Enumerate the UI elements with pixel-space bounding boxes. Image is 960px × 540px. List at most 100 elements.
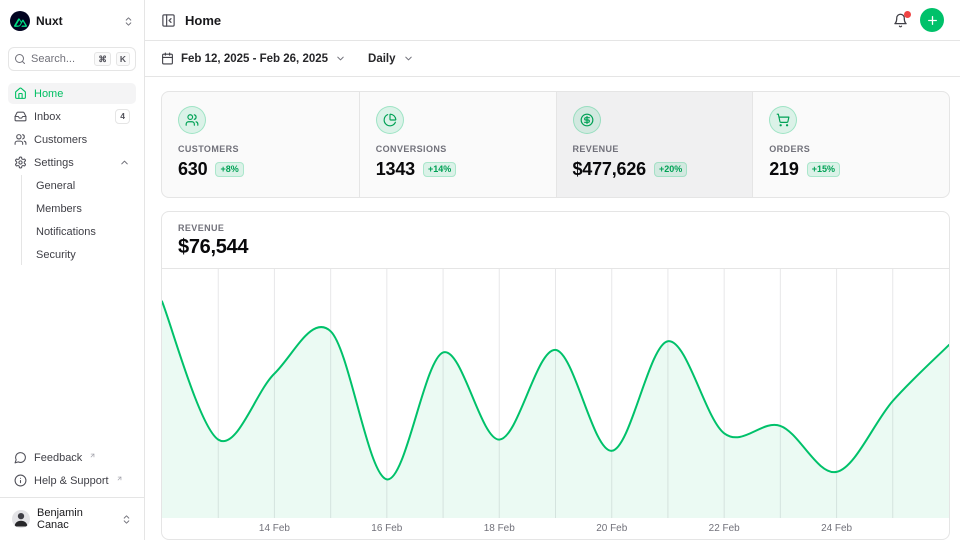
calendar-icon bbox=[161, 52, 174, 65]
nuxt-logo bbox=[10, 11, 30, 31]
home-icon bbox=[14, 87, 27, 100]
inbox-icon bbox=[14, 110, 27, 123]
stat-label: REVENUE bbox=[573, 144, 737, 154]
workspace-switcher[interactable]: Nuxt bbox=[8, 8, 136, 34]
stat-card-customers[interactable]: CUSTOMERS 630 +8% bbox=[162, 92, 359, 197]
notification-dot bbox=[904, 11, 911, 18]
collapse-sidebar-button[interactable] bbox=[161, 13, 176, 28]
footer-link-label: Help & Support bbox=[34, 475, 109, 487]
sidebar-item-home[interactable]: Home bbox=[8, 83, 136, 104]
divider bbox=[0, 497, 144, 498]
dollar-circle-icon bbox=[580, 113, 594, 127]
workspace-name: Nuxt bbox=[36, 14, 63, 28]
sidebar-item-label: Settings bbox=[34, 157, 74, 169]
sidebar-subitem-label: Security bbox=[36, 249, 76, 261]
svg-text:20 Feb: 20 Feb bbox=[596, 523, 627, 534]
chevrons-up-down-icon bbox=[123, 16, 134, 27]
date-range-label: Feb 12, 2025 - Feb 26, 2025 bbox=[181, 53, 328, 65]
users-icon bbox=[14, 133, 27, 146]
stat-value: 630 bbox=[178, 159, 207, 180]
stat-delta-badge: +14% bbox=[423, 162, 456, 177]
message-circle-icon bbox=[14, 451, 27, 464]
search-input-wrapper[interactable]: ⌘ K bbox=[8, 47, 136, 71]
stat-delta-badge: +15% bbox=[807, 162, 840, 177]
topbar: Home bbox=[145, 0, 960, 41]
svg-text:16 Feb: 16 Feb bbox=[371, 523, 402, 534]
chart-header: REVENUE $76,544 bbox=[162, 212, 949, 269]
sidebar-footer-links: Feedback Help & Support bbox=[8, 447, 136, 491]
stat-icon-circle bbox=[769, 106, 797, 134]
content: CUSTOMERS 630 +8% CONVERSIONS 1343 +14% REVENU… bbox=[145, 77, 960, 540]
chart-x-axis-labels: 14 Feb16 Feb18 Feb20 Feb22 Feb24 Feb bbox=[259, 523, 853, 534]
chevron-down-icon bbox=[403, 53, 414, 64]
revenue-chart[interactable]: 14 Feb16 Feb18 Feb20 Feb22 Feb24 Feb bbox=[162, 269, 949, 539]
revenue-chart-card: REVENUE $76,544 14 Feb16 Feb18 Feb20 Feb… bbox=[161, 211, 950, 540]
sidebar-subitem-members[interactable]: Members bbox=[27, 198, 136, 219]
gear-icon bbox=[14, 156, 27, 169]
page-title: Home bbox=[185, 13, 221, 28]
stat-label: CUSTOMERS bbox=[178, 144, 343, 154]
stat-card-orders[interactable]: ORDERS 219 +15% bbox=[752, 92, 949, 197]
sidebar-subitem-general[interactable]: General bbox=[27, 175, 136, 196]
main-panel: Home Feb 12, 2025 - Feb 26, 2025 Daily bbox=[145, 0, 960, 540]
stat-value: 219 bbox=[769, 159, 798, 180]
search-icon bbox=[14, 53, 26, 65]
chevrons-up-down-icon bbox=[121, 514, 132, 525]
user-menu[interactable]: Benjamin Canac bbox=[8, 504, 136, 534]
footer-link-label: Feedback bbox=[34, 452, 82, 464]
user-name: Benjamin Canac bbox=[37, 507, 114, 531]
sidebar-item-customers[interactable]: Customers bbox=[8, 129, 136, 150]
stat-icon-circle bbox=[573, 106, 601, 134]
footer-link-feedback[interactable]: Feedback bbox=[8, 447, 136, 468]
sidebar-nav: Home Inbox 4 Customers Settings General Member… bbox=[8, 83, 136, 267]
stat-value: 1343 bbox=[376, 159, 415, 180]
sidebar-footer: Feedback Help & Support Benjamin Canac bbox=[8, 447, 136, 534]
info-icon bbox=[14, 474, 27, 487]
arrow-up-right-icon bbox=[116, 475, 123, 482]
stat-delta-badge: +8% bbox=[215, 162, 243, 177]
svg-text:24 Feb: 24 Feb bbox=[821, 523, 852, 534]
revenue-area-chart-svg: 14 Feb16 Feb18 Feb20 Feb22 Feb24 Feb bbox=[162, 269, 949, 539]
stat-icon-circle bbox=[376, 106, 404, 134]
sidebar-subitem-label: General bbox=[36, 180, 75, 192]
stats-row: CUSTOMERS 630 +8% CONVERSIONS 1343 +14% REVENU… bbox=[161, 91, 950, 198]
sidebar-subitem-label: Members bbox=[36, 203, 82, 215]
inbox-count-badge: 4 bbox=[115, 109, 130, 124]
users-icon bbox=[185, 113, 199, 127]
stat-label: CONVERSIONS bbox=[376, 144, 540, 154]
sidebar-subitem-label: Notifications bbox=[36, 226, 96, 238]
date-range-picker[interactable]: Feb 12, 2025 - Feb 26, 2025 bbox=[161, 52, 346, 65]
footer-link-help-support[interactable]: Help & Support bbox=[8, 470, 136, 491]
period-label: Daily bbox=[368, 53, 396, 65]
chevron-up-icon bbox=[119, 157, 130, 168]
sidebar-item-label: Home bbox=[34, 88, 63, 100]
add-button[interactable] bbox=[920, 8, 944, 32]
stat-label: ORDERS bbox=[769, 144, 933, 154]
notifications-button[interactable] bbox=[893, 13, 908, 28]
sidebar-item-inbox[interactable]: Inbox 4 bbox=[8, 106, 136, 127]
stat-card-revenue[interactable]: REVENUE $477,626 +20% bbox=[556, 92, 753, 197]
cart-icon bbox=[776, 113, 790, 127]
settings-children: General Members Notifications Security bbox=[21, 175, 136, 265]
sidebar-item-settings[interactable]: Settings bbox=[8, 152, 136, 173]
filter-toolbar: Feb 12, 2025 - Feb 26, 2025 Daily bbox=[145, 41, 960, 77]
sidebar-item-label: Inbox bbox=[34, 111, 61, 123]
svg-text:18 Feb: 18 Feb bbox=[484, 523, 515, 534]
period-select[interactable]: Daily bbox=[368, 53, 414, 65]
sidebar-subitem-notifications[interactable]: Notifications bbox=[27, 221, 136, 242]
sidebar-item-label: Customers bbox=[34, 134, 87, 146]
stat-card-conversions[interactable]: CONVERSIONS 1343 +14% bbox=[359, 92, 556, 197]
stat-value: $477,626 bbox=[573, 159, 646, 180]
pie-chart-icon bbox=[383, 113, 397, 127]
stat-delta-badge: +20% bbox=[654, 162, 687, 177]
sidebar-subitem-security[interactable]: Security bbox=[27, 244, 136, 265]
avatar bbox=[12, 510, 30, 528]
kbd-cmd: ⌘ bbox=[94, 52, 111, 67]
search-input[interactable] bbox=[31, 53, 89, 65]
panel-left-close-icon bbox=[161, 13, 176, 28]
chart-metric-label: REVENUE bbox=[178, 223, 933, 233]
chevron-down-icon bbox=[335, 53, 346, 64]
arrow-up-right-icon bbox=[89, 452, 96, 459]
sidebar: Nuxt ⌘ K Home Inbox 4 Customers Settings Gene… bbox=[0, 0, 145, 540]
plus-icon bbox=[926, 14, 939, 27]
